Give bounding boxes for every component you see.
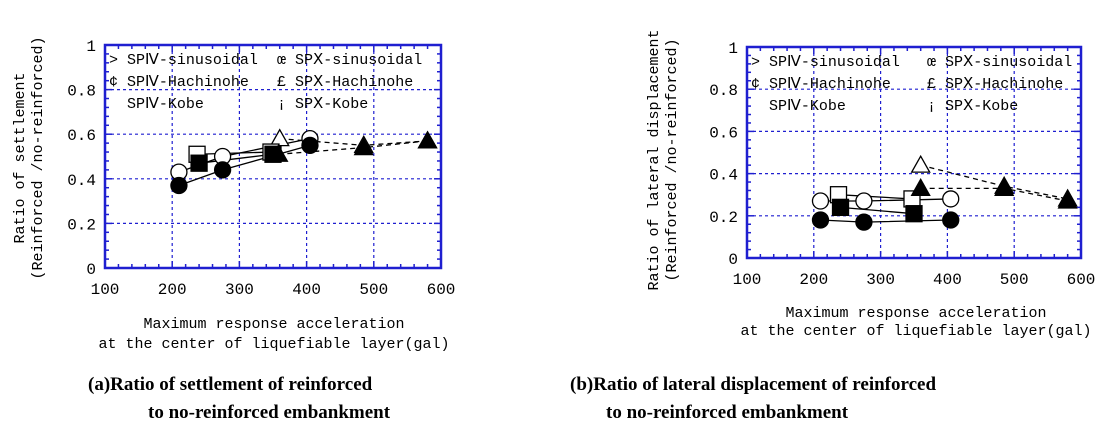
chart-a-y-tick-label: 0.2 bbox=[67, 216, 96, 234]
chart-b-legend-label: SPⅣ-sinusoidal bbox=[769, 54, 900, 71]
chart-a-settlement: 100 200 300 400 500 600 0 0.2 0.4 0.6 0.8 1 > SPⅣ-si… bbox=[12, 36, 455, 423]
chart-a-legend-label: SPⅩ-sinusoidal bbox=[295, 52, 422, 69]
chart-b-point-circle-filled bbox=[811, 211, 830, 229]
chart-b-point-circle-filled bbox=[942, 211, 960, 229]
chart-b-legend: > SPⅣ-sinusoidal ¢ SPⅣ-Hachinohe SPⅣ-Kobe œ SP… bbox=[751, 54, 1072, 115]
chart-a-point-triangle-open bbox=[269, 128, 290, 147]
chart-b-y-tick-label: 0.2 bbox=[709, 209, 738, 227]
chart-b-legend-label: SPⅩ-Hachinohe bbox=[945, 76, 1063, 93]
chart-a-x-tick-label: 300 bbox=[225, 281, 254, 299]
chart-b-legend-symbol: ¢ bbox=[751, 76, 760, 93]
chart-a-legend-symbol: œ bbox=[277, 52, 286, 69]
chart-b-x-tick-label: 500 bbox=[1000, 271, 1029, 289]
chart-b-ticks bbox=[746, 46, 1082, 259]
chart-a-legend-symbol: ¢ bbox=[109, 74, 118, 91]
chart-b-legend-label: SPⅣ-Kobe bbox=[769, 98, 846, 115]
chart-a-legend-label: SPⅩ-Kobe bbox=[295, 96, 368, 113]
chart-b-plot-frame bbox=[745, 45, 1083, 260]
chart-b-point-circle-open bbox=[855, 192, 873, 210]
chart-b-ylabel-line2: (Reinforced /no-reinforced) bbox=[664, 38, 681, 281]
chart-b-y-tick-label: 0.4 bbox=[709, 167, 738, 185]
chart-b-legend-symbol: œ bbox=[927, 54, 936, 71]
chart-a-markers bbox=[170, 128, 438, 195]
chart-a-caption-line2: to no-reinforced embankment bbox=[148, 402, 391, 423]
chart-b-xlabel-line2: at the center of liquefiable layer(gal) bbox=[740, 323, 1091, 340]
chart-b-series-line bbox=[920, 164, 1068, 200]
chart-a-point-circle-filled bbox=[213, 161, 232, 179]
chart-b-caption-line1: (b)Ratio of lateral displacement of rein… bbox=[570, 374, 936, 395]
chart-b-y-tick-label: 0.8 bbox=[709, 82, 738, 100]
chart-b-point-square-filled bbox=[905, 205, 923, 223]
chart-a-x-tick-label: 500 bbox=[359, 281, 388, 299]
chart-a-tick-labels: 100 200 300 400 500 600 0 0.2 0.4 0.6 0.8 1 bbox=[67, 38, 455, 299]
chart-a-ylabel-line2: (Reinforced /no-reinforced) bbox=[30, 36, 47, 279]
chart-a-legend-label: SPⅩ-Hachinohe bbox=[295, 74, 413, 91]
chart-b-caption-line2: to no-reinforced embankment bbox=[606, 402, 849, 423]
chart-a-y-tick-label: 0.4 bbox=[67, 172, 96, 190]
chart-b-x-tick-label: 100 bbox=[733, 271, 762, 289]
chart-a-point-square-filled bbox=[264, 145, 282, 163]
chart-a-x-tick-label: 100 bbox=[91, 281, 120, 299]
chart-a-x-tick-label: 400 bbox=[292, 281, 321, 299]
chart-b-x-tick-label: 600 bbox=[1067, 271, 1096, 289]
chart-a-y-tick-label: 1 bbox=[86, 38, 96, 56]
chart-b-x-tick-label: 300 bbox=[866, 271, 895, 289]
chart-b-tick-labels: 100 200 300 400 500 600 0 0.2 0.4 0.6 0.8 1 bbox=[709, 40, 1095, 289]
chart-b-markers bbox=[811, 154, 1078, 231]
chart-a-point-triangle-filled bbox=[353, 137, 374, 156]
chart-b-x-tick-label: 200 bbox=[799, 271, 828, 289]
chart-a-legend-symbol: > bbox=[109, 52, 118, 69]
chart-b-point-triangle-filled bbox=[1057, 190, 1078, 209]
chart-b-series-line bbox=[838, 194, 913, 200]
chart-a-plot-frame bbox=[103, 43, 443, 270]
chart-a-legend-symbol: £ bbox=[277, 74, 286, 91]
chart-a-point-circle-filled bbox=[301, 136, 319, 155]
chart-b-point-circle-open bbox=[942, 190, 960, 208]
chart-b-point-triangle-filled bbox=[910, 178, 931, 197]
chart-a-caption-line1: (a)Ratio of settlement of reinforced bbox=[88, 374, 373, 395]
chart-a-series-line bbox=[197, 151, 272, 155]
chart-b-series-line bbox=[820, 219, 951, 223]
chart-b-xlabel-line1: Maximum response acceleration bbox=[785, 305, 1046, 322]
chart-a-legend-label: SPⅣ-sinusoidal bbox=[127, 52, 258, 69]
chart-b-legend-symbol: ¡ bbox=[927, 98, 936, 115]
chart-b-y-tick-label: 0 bbox=[728, 251, 738, 269]
chart-a-xlabel-line2: at the center of liquefiable layer(gal) bbox=[98, 336, 449, 353]
chart-b-lateral-displacement: 100 200 300 400 500 600 0 0.2 0.4 0.6 0.8 1 > SPⅣ-si… bbox=[570, 29, 1095, 423]
chart-a-legend-symbol: ¡ bbox=[277, 96, 286, 113]
chart-a-ticks bbox=[104, 44, 442, 269]
chart-b-x-tick-label: 400 bbox=[933, 271, 962, 289]
chart-a-legend-label: SPⅣ-Kobe bbox=[127, 96, 204, 113]
chart-b-series-line bbox=[840, 206, 915, 215]
chart-a-grid bbox=[105, 45, 441, 268]
chart-a-x-tick-label: 200 bbox=[158, 281, 187, 299]
chart-b-legend-label: SPⅩ-Kobe bbox=[945, 98, 1018, 115]
chart-b-point-triangle-filled bbox=[994, 178, 1015, 197]
chart-a-legend-label: SPⅣ-Hachinohe bbox=[127, 74, 249, 91]
chart-b-legend-label: SPⅩ-sinusoidal bbox=[945, 54, 1072, 71]
chart-a-point-circle-filled bbox=[170, 176, 188, 195]
chart-a-point-square-filled bbox=[190, 154, 208, 172]
chart-a-y-tick-label: 0.6 bbox=[67, 127, 96, 145]
chart-b-legend-label: SPⅣ-Hachinohe bbox=[769, 76, 891, 93]
chart-b-point-circle-filled bbox=[855, 213, 873, 231]
chart-b-point-square-filled bbox=[831, 198, 850, 217]
chart-a-legend: > SPⅣ-sinusoidal ¢ SPⅣ-Hachinohe SPⅣ-Kobe œ SP… bbox=[109, 52, 422, 113]
chart-a-y-tick-label: 0 bbox=[86, 261, 96, 279]
chart-b-point-circle-open bbox=[811, 192, 830, 210]
chart-a-xlabel-line1: Maximum response acceleration bbox=[143, 316, 404, 333]
chart-b-point-triangle-open bbox=[910, 154, 931, 173]
chart-b-ylabel-line1: Ratio of lateral displacement bbox=[646, 29, 663, 290]
chart-a-ylabel-line1: Ratio of settlement bbox=[12, 72, 29, 243]
chart-a-point-triangle-filled bbox=[417, 130, 438, 149]
chart-b-y-tick-label: 0.6 bbox=[709, 124, 738, 142]
chart-b-legend-symbol: > bbox=[751, 54, 760, 71]
chart-b-y-tick-label: 1 bbox=[728, 40, 738, 58]
chart-a-series-line bbox=[199, 153, 274, 164]
chart-a-y-tick-label: 0.8 bbox=[67, 83, 96, 101]
chart-b-legend-symbol: £ bbox=[927, 76, 936, 93]
chart-a-x-tick-label: 600 bbox=[427, 281, 456, 299]
